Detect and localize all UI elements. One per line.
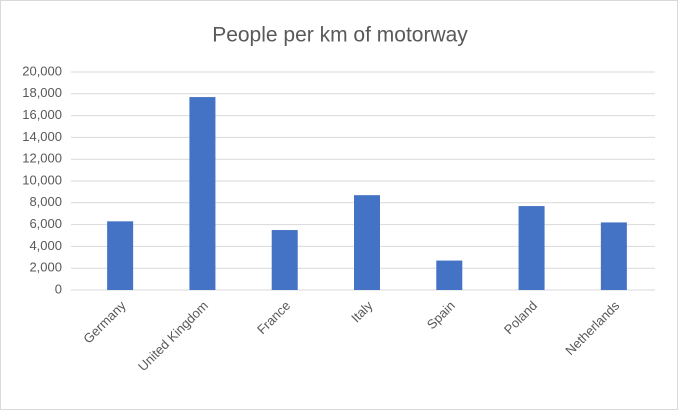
bar bbox=[518, 206, 545, 290]
y-tick-label: 8,000 bbox=[29, 194, 62, 209]
y-tick-label: 4,000 bbox=[29, 238, 62, 253]
bar bbox=[107, 221, 134, 290]
bar bbox=[436, 260, 463, 290]
bar bbox=[600, 222, 627, 290]
y-tick-label: 0 bbox=[55, 281, 62, 296]
bar bbox=[189, 97, 216, 290]
y-tick-label: 2,000 bbox=[29, 260, 62, 275]
y-tick-label: 18,000 bbox=[22, 85, 62, 100]
y-tick-label: 16,000 bbox=[22, 107, 62, 122]
y-tick-label: 10,000 bbox=[22, 172, 62, 187]
bar bbox=[271, 230, 298, 290]
y-tick-label: 20,000 bbox=[22, 63, 62, 78]
chart-title: People per km of motorway bbox=[212, 24, 468, 47]
y-tick-label: 14,000 bbox=[22, 129, 62, 144]
bar bbox=[354, 195, 380, 290]
y-tick-label: 12,000 bbox=[22, 151, 62, 166]
y-tick-label: 6,000 bbox=[29, 216, 62, 231]
